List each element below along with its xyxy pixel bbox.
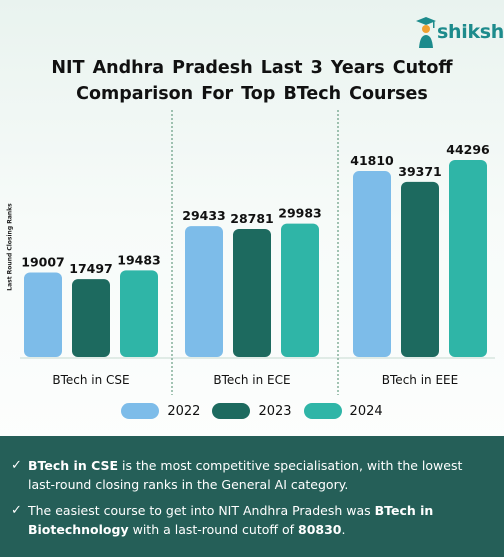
note-2-part-4: 80830 [298, 522, 342, 537]
legend-item-2022: 2022 [121, 403, 200, 419]
category-label-btech-in-cse: BTech in CSE [52, 373, 129, 387]
bar-btech-in-eee-2023 [401, 181, 439, 357]
category-label-btech-in-ece: BTech in ECE [213, 373, 290, 387]
note-1-part-1: BTech in CSE [28, 458, 119, 473]
legend: 2022 2023 2024 [0, 403, 504, 419]
note-2-part-1: The easiest course to get into NIT Andhr… [28, 503, 375, 518]
bar-btech-in-eee-2022 [353, 171, 391, 357]
data-label-btech-in-eee-2024: 44296 [446, 142, 490, 157]
data-label-btech-in-ece-2024: 29983 [278, 206, 322, 221]
data-label-btech-in-eee-2022: 41810 [350, 153, 394, 168]
note-1: ✓ BTech in CSE is the most competitive s… [11, 456, 490, 494]
legend-label-2024: 2024 [349, 403, 383, 419]
legend-swatch-2022 [121, 403, 160, 419]
check-icon: ✓ [11, 503, 22, 518]
data-label-btech-in-cse-2022: 19007 [21, 254, 65, 269]
bar-btech-in-cse-2024 [120, 270, 158, 357]
shiksha-logo: shiksha [413, 14, 504, 50]
legend-item-2023: 2023 [212, 403, 292, 419]
note-2: ✓ The easiest course to get into NIT And… [11, 501, 490, 539]
legend-swatch-2024 [303, 403, 342, 419]
note-1-part-2: is the most competitive specialisation, … [28, 458, 463, 492]
note-2-part-3: with a last-round cutoff of [128, 522, 298, 537]
bar-btech-in-cse-2023 [72, 279, 110, 357]
note-2-part-5: . [341, 522, 346, 537]
title-line-2: Comparison For Top BTech Courses [76, 84, 428, 104]
legend-swatch-2023 [212, 403, 251, 419]
data-label-btech-in-ece-2022: 29433 [182, 208, 226, 223]
graduate-icon [416, 17, 436, 48]
legend-label-2022: 2022 [167, 403, 201, 419]
bar-btech-in-ece-2022 [185, 226, 223, 357]
data-label-btech-in-eee-2023: 39371 [398, 164, 442, 179]
data-label-btech-in-cse-2023: 17497 [69, 261, 113, 276]
title-line-1: NIT Andhra Pradesh Last 3 Years Cutoff [51, 58, 453, 78]
brand-name: shiksha [437, 21, 504, 43]
data-label-btech-in-cse-2024: 19483 [117, 252, 161, 267]
notes-panel: ✓ BTech in CSE is the most competitive s… [0, 436, 504, 557]
bar-btech-in-ece-2024 [281, 223, 319, 357]
legend-item-2024: 2024 [303, 403, 383, 419]
legend-label-2023: 2023 [258, 403, 292, 419]
note-2-part-2: BTech in Biotechnology [28, 503, 434, 537]
bar-btech-in-ece-2023 [233, 229, 271, 357]
bar-btech-in-cse-2022 [24, 272, 62, 357]
data-label-btech-in-ece-2023: 28781 [230, 211, 274, 226]
bar-chart: 19007 17497 19483 BTech in CSE 29433 28781 299… [20, 110, 495, 395]
category-label-btech-in-eee: BTech in EEE [382, 373, 458, 387]
check-icon: ✓ [11, 458, 22, 473]
bar-btech-in-eee-2024 [449, 160, 487, 357]
chart-title: NIT Andhra Pradesh Last 3 Years Cutoff C… [0, 55, 504, 107]
